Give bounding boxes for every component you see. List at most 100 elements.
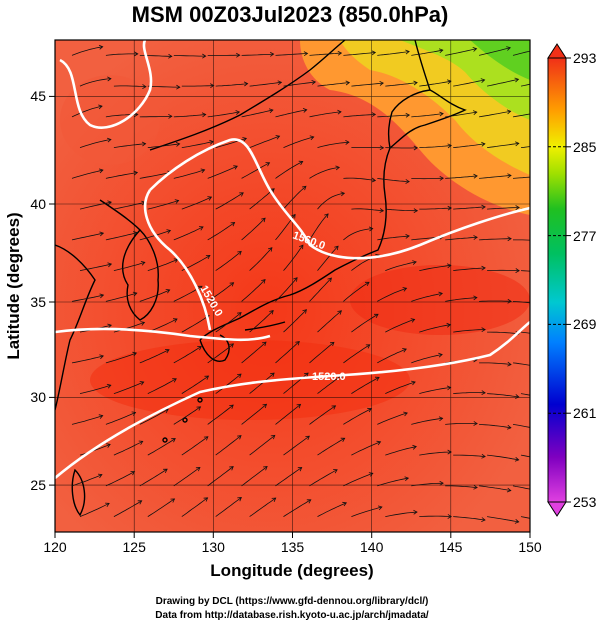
streamline bbox=[207, 466, 234, 487]
streamline-arrowhead bbox=[261, 217, 266, 223]
streamline-arrowhead bbox=[514, 77, 520, 83]
streamline bbox=[351, 441, 381, 456]
streamline bbox=[351, 377, 380, 394]
streamline-arrowhead bbox=[299, 244, 304, 250]
streamline bbox=[487, 454, 519, 461]
streamline-arrowhead bbox=[327, 277, 332, 283]
streamline bbox=[520, 393, 530, 396]
streamline bbox=[343, 228, 373, 241]
streamline bbox=[173, 346, 202, 364]
streamline bbox=[139, 289, 170, 302]
streamline-arrowhead bbox=[410, 318, 416, 323]
streamline-arrowhead bbox=[345, 140, 350, 145]
streamline bbox=[453, 454, 486, 457]
streamline bbox=[79, 78, 111, 87]
streamline bbox=[445, 48, 477, 56]
streamline-arrowhead bbox=[309, 135, 315, 141]
streamline bbox=[181, 436, 209, 456]
streamline bbox=[487, 393, 519, 398]
streamline bbox=[377, 178, 410, 182]
colorbar-top-arrow bbox=[547, 43, 567, 59]
streamline-arrowhead bbox=[405, 233, 410, 239]
streamline bbox=[249, 135, 280, 148]
streamline bbox=[105, 53, 138, 56]
streamline bbox=[249, 247, 273, 271]
streamline bbox=[207, 404, 234, 425]
streamline-arrowhead bbox=[105, 502, 110, 508]
streamline-arrowhead bbox=[202, 53, 207, 59]
streamline bbox=[139, 468, 168, 487]
streamline bbox=[512, 362, 530, 366]
streamline bbox=[419, 387, 451, 394]
contour-1560-west bbox=[143, 189, 212, 331]
streamline bbox=[445, 175, 478, 179]
credit-drawing: Drawing by DCL (https://www.gfd-dennou.o… bbox=[156, 596, 429, 607]
streamline-arrowhead bbox=[303, 51, 309, 57]
streamline-arrowhead bbox=[99, 354, 104, 360]
coast-korea bbox=[121, 228, 159, 321]
streamline-arrowhead bbox=[481, 141, 486, 147]
streamline-arrowhead bbox=[237, 373, 242, 379]
streamline bbox=[113, 85, 146, 88]
streamline-arrowhead bbox=[269, 51, 275, 57]
streamline-arrowhead bbox=[138, 440, 144, 445]
streamline-arrowhead bbox=[405, 112, 411, 118]
x-tick-label: 145 bbox=[439, 539, 463, 555]
streamline bbox=[113, 143, 146, 148]
streamline-arrowhead bbox=[172, 378, 177, 383]
streamline-arrowhead bbox=[170, 498, 176, 503]
streamline-arrowhead bbox=[237, 497, 242, 502]
streamline-arrowhead bbox=[337, 109, 342, 115]
streamline bbox=[181, 375, 209, 394]
streamline bbox=[139, 349, 170, 364]
streamline bbox=[479, 362, 512, 365]
streamline-arrowhead bbox=[263, 466, 268, 471]
streamline bbox=[113, 440, 143, 456]
streamline-arrowhead bbox=[242, 137, 248, 142]
streamline-arrowhead bbox=[198, 226, 204, 231]
streamline-arrowhead bbox=[506, 487, 512, 493]
streamline-arrowhead bbox=[439, 175, 444, 181]
streamline-arrowhead bbox=[438, 48, 444, 54]
streamline bbox=[317, 141, 349, 148]
streamline-arrowhead bbox=[164, 349, 170, 354]
island-3 bbox=[162, 437, 168, 443]
contour-label-1520: 1520.0 bbox=[312, 371, 346, 383]
warm-band-east bbox=[350, 265, 530, 335]
streamline-arrowhead bbox=[481, 265, 486, 271]
streamline bbox=[147, 85, 180, 88]
colorbar-label: 277 bbox=[573, 228, 597, 244]
streamline-arrowhead bbox=[196, 406, 202, 411]
streamline bbox=[215, 497, 242, 517]
streamline bbox=[71, 46, 103, 56]
streamline bbox=[71, 294, 104, 302]
streamline bbox=[487, 78, 519, 87]
streamline bbox=[249, 435, 276, 456]
streamline-arrowhead bbox=[334, 245, 339, 251]
lat-lon-grid bbox=[55, 40, 530, 532]
streamline bbox=[487, 331, 520, 335]
streamline-arrowhead bbox=[379, 145, 385, 151]
streamline-arrowhead bbox=[481, 204, 486, 210]
streamline-arrowhead bbox=[402, 287, 408, 292]
coastlines bbox=[55, 40, 467, 517]
streamline-arrowhead bbox=[301, 185, 307, 191]
coast-russia bbox=[149, 40, 346, 151]
streamline bbox=[479, 175, 512, 179]
streamline bbox=[411, 354, 443, 364]
streamline bbox=[411, 113, 444, 118]
streamline bbox=[113, 262, 145, 271]
streamline bbox=[309, 341, 335, 364]
streamline-arrowhead bbox=[243, 81, 249, 87]
streamline-arrowhead bbox=[270, 188, 275, 193]
streamline bbox=[479, 110, 511, 118]
streamline-arrowhead bbox=[481, 327, 486, 333]
y-tick-label: 40 bbox=[30, 196, 46, 212]
streamline bbox=[105, 292, 137, 302]
streamline-arrowhead bbox=[345, 80, 351, 86]
streamline bbox=[283, 499, 311, 517]
streamline bbox=[215, 251, 242, 271]
streamline bbox=[241, 109, 273, 118]
streamline-arrowhead bbox=[141, 141, 147, 147]
streamline-arrowhead bbox=[261, 341, 267, 347]
